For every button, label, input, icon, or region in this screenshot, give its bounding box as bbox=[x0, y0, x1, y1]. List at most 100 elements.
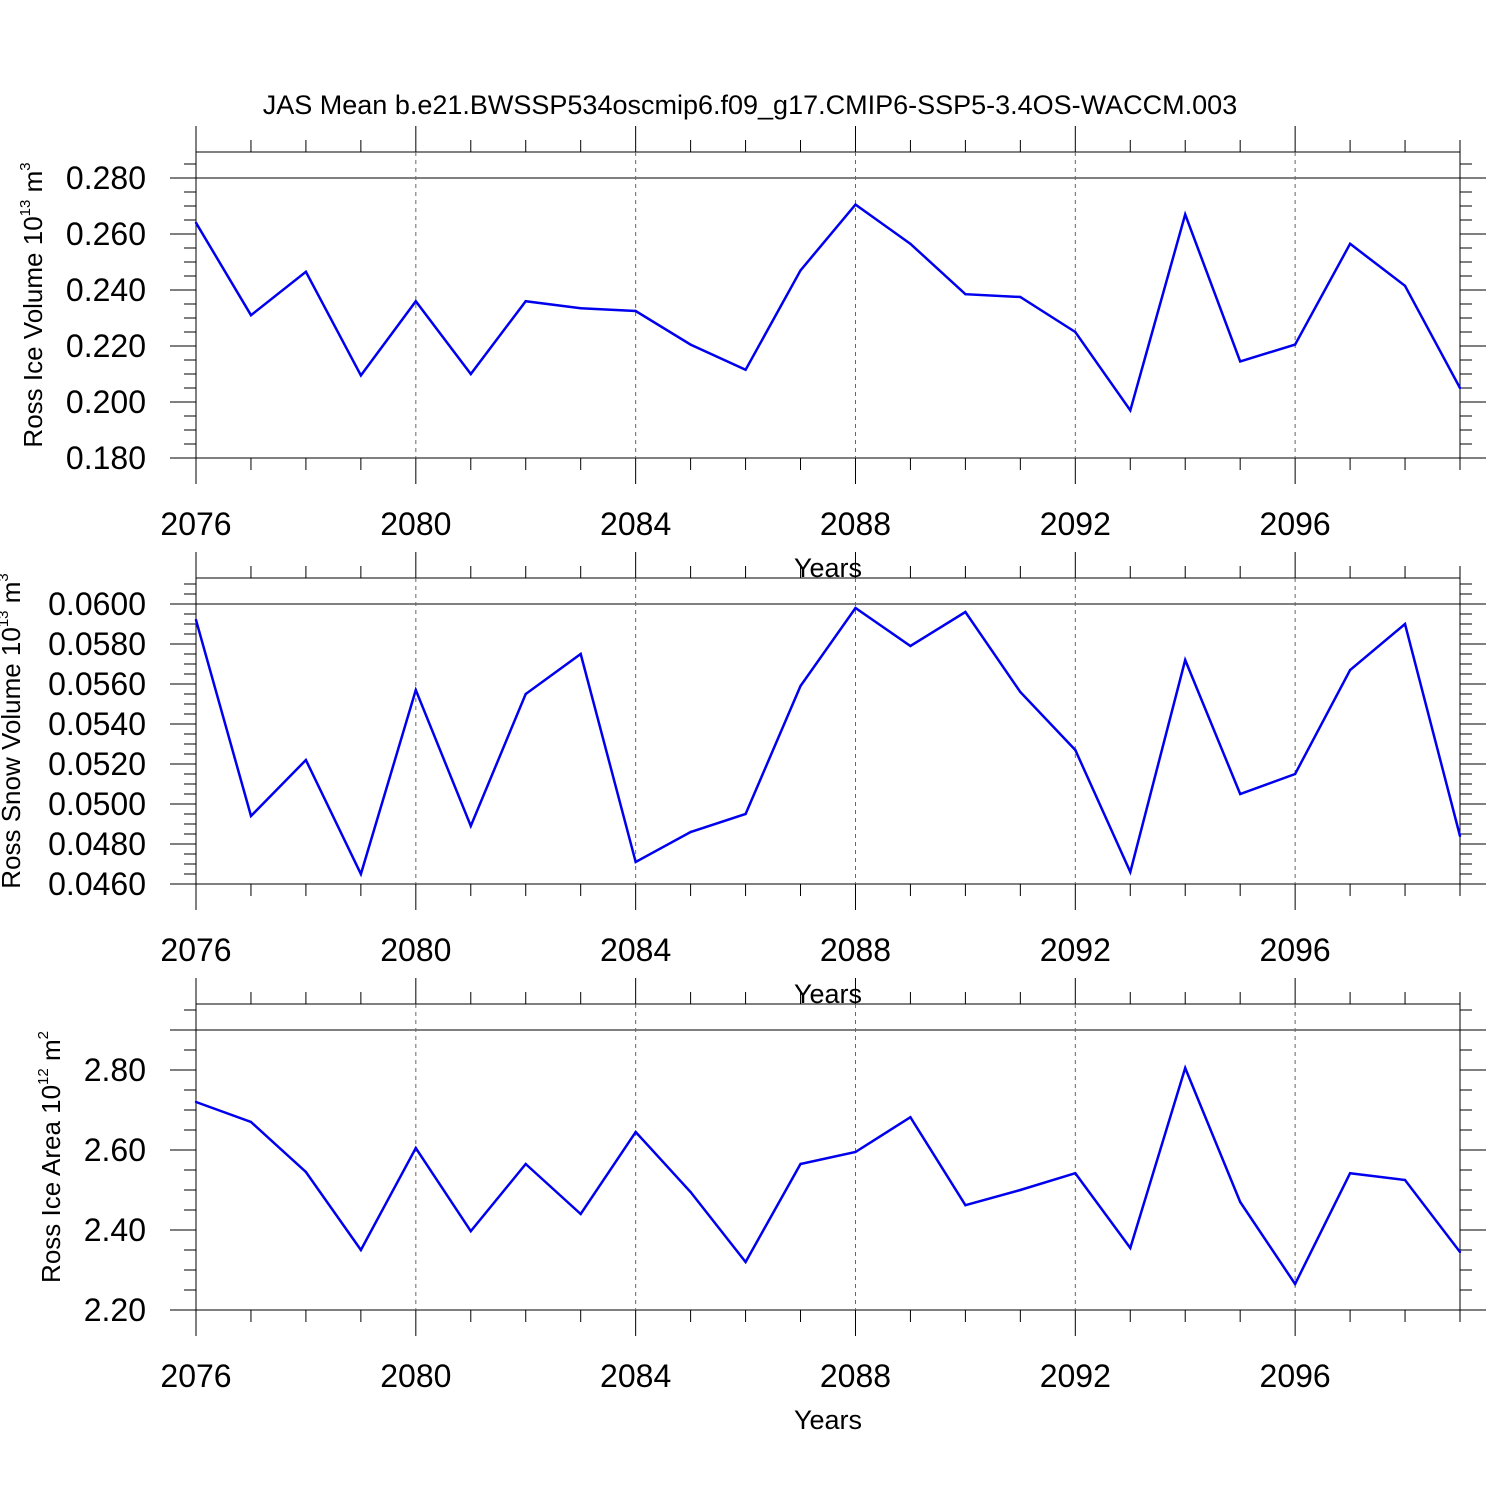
x-tick-label: 2092 bbox=[1040, 1358, 1111, 1394]
data-point bbox=[1403, 284, 1407, 287]
data-point bbox=[689, 343, 692, 346]
y-tick-label: 0.180 bbox=[66, 440, 146, 476]
data-point bbox=[964, 610, 967, 614]
y-axis-label: Ross Ice Volume 1013 m3 bbox=[17, 162, 48, 447]
y-tick-label: 0.0500 bbox=[48, 786, 146, 822]
data-point bbox=[414, 688, 418, 692]
data-point bbox=[689, 830, 692, 834]
data-point bbox=[1293, 1282, 1297, 1286]
data-point bbox=[1238, 1200, 1242, 1204]
data-point bbox=[304, 758, 308, 762]
data-point bbox=[689, 1190, 692, 1194]
data-point bbox=[469, 1230, 472, 1233]
y-tick-label: 0.0600 bbox=[48, 586, 146, 622]
data-point bbox=[1184, 213, 1187, 216]
series-line bbox=[194, 202, 1462, 414]
y-tick-label: 0.280 bbox=[66, 160, 146, 196]
x-tick-label: 2080 bbox=[380, 932, 451, 968]
data-point bbox=[1019, 1188, 1022, 1192]
x-tick-label: 2084 bbox=[600, 932, 671, 968]
x-tick-label: 2080 bbox=[380, 1358, 451, 1394]
data-point bbox=[1129, 409, 1132, 412]
x-tick-label: 2088 bbox=[820, 1358, 891, 1394]
y-label-unit: m bbox=[0, 582, 26, 611]
y-label-base: Ross Snow Volume 10 bbox=[0, 627, 26, 889]
x-tick-label: 2080 bbox=[380, 506, 451, 542]
y-tick-label: 0.0520 bbox=[48, 746, 146, 782]
data-point bbox=[524, 692, 527, 696]
y-tick-label: 0.260 bbox=[66, 216, 146, 252]
data-point bbox=[634, 309, 637, 313]
data-point bbox=[194, 221, 198, 224]
plot-frame bbox=[195, 151, 1461, 459]
data-point bbox=[524, 300, 527, 303]
x-tick-label: 2088 bbox=[820, 506, 891, 542]
x-axis-label: Years bbox=[794, 1405, 862, 1435]
y-tick-label: 2.40 bbox=[84, 1212, 146, 1248]
data-point bbox=[524, 1162, 527, 1166]
series-line bbox=[194, 606, 1462, 878]
data-point bbox=[1238, 360, 1242, 363]
data-point bbox=[1293, 343, 1297, 346]
y-label-unit-exponent: 3 bbox=[17, 162, 34, 170]
data-point bbox=[799, 684, 802, 688]
data-point bbox=[744, 368, 747, 371]
data-point bbox=[909, 242, 912, 245]
data-point bbox=[1019, 690, 1022, 694]
data-point bbox=[1019, 295, 1022, 299]
data-point bbox=[1184, 658, 1187, 662]
data-point bbox=[304, 1170, 308, 1174]
data-point bbox=[469, 824, 472, 828]
data-point bbox=[194, 618, 198, 622]
data-point bbox=[1348, 668, 1352, 672]
y-tick-label: 0.220 bbox=[66, 328, 146, 364]
data-point bbox=[414, 1146, 418, 1150]
data-point bbox=[1184, 1066, 1187, 1070]
data-point bbox=[1458, 1250, 1462, 1254]
data-point bbox=[854, 203, 857, 206]
y-tick-label: 2.20 bbox=[84, 1292, 146, 1328]
y-label-unit: m bbox=[36, 1039, 66, 1068]
panel-1: 2076 2080 2084 2088 2092 2096Years0.1800.2000… bbox=[17, 126, 1486, 583]
y-tick-label: 0.0540 bbox=[48, 706, 146, 742]
x-tick-label: 2084 bbox=[600, 506, 671, 542]
data-point bbox=[1348, 1172, 1352, 1175]
data-point bbox=[909, 1116, 912, 1119]
y-label-exponent: 13 bbox=[17, 200, 34, 217]
panel-2: 2076 2080 2084 2088 2092 2096Years0.04600.048… bbox=[0, 552, 1486, 1009]
data-point bbox=[744, 812, 747, 816]
data-point bbox=[1458, 834, 1462, 838]
data-point bbox=[249, 1120, 253, 1124]
y-tick-label: 0.0560 bbox=[48, 666, 146, 702]
data-point bbox=[579, 307, 582, 310]
y-tick-label: 0.200 bbox=[66, 384, 146, 420]
data-point bbox=[854, 1150, 857, 1154]
data-point bbox=[964, 293, 967, 296]
x-tick-label: 2096 bbox=[1260, 1358, 1331, 1394]
data-point bbox=[799, 1162, 802, 1166]
data-point bbox=[1074, 748, 1077, 752]
y-label-unit-exponent: 3 bbox=[0, 573, 12, 581]
data-point bbox=[1238, 792, 1242, 796]
data-point bbox=[359, 1248, 363, 1252]
y-tick-label: 0.0460 bbox=[48, 866, 146, 902]
data-point bbox=[964, 1204, 967, 1207]
data-point bbox=[579, 1212, 582, 1216]
data-point bbox=[194, 1100, 198, 1104]
y-axis-label: Ross Ice Area 1012 m2 bbox=[35, 1031, 66, 1283]
x-tick-label: 2076 bbox=[160, 1358, 231, 1394]
x-tick-label: 2092 bbox=[1040, 506, 1111, 542]
x-tick-label: 2096 bbox=[1260, 506, 1331, 542]
data-point bbox=[579, 652, 582, 656]
data-point bbox=[249, 814, 253, 818]
figure-title: JAS Mean b.e21.BWSSP534oscmip6.f09_g17.C… bbox=[263, 90, 1237, 120]
y-tick-label: 0.0580 bbox=[48, 626, 146, 662]
y-tick-label: 2.60 bbox=[84, 1132, 146, 1168]
y-label-base: Ross Ice Volume 10 bbox=[18, 216, 48, 447]
data-point bbox=[469, 372, 472, 376]
data-point bbox=[1074, 330, 1077, 334]
x-tick-label: 2076 bbox=[160, 506, 231, 542]
data-point bbox=[1129, 1246, 1132, 1250]
x-tick-label: 2092 bbox=[1040, 932, 1111, 968]
